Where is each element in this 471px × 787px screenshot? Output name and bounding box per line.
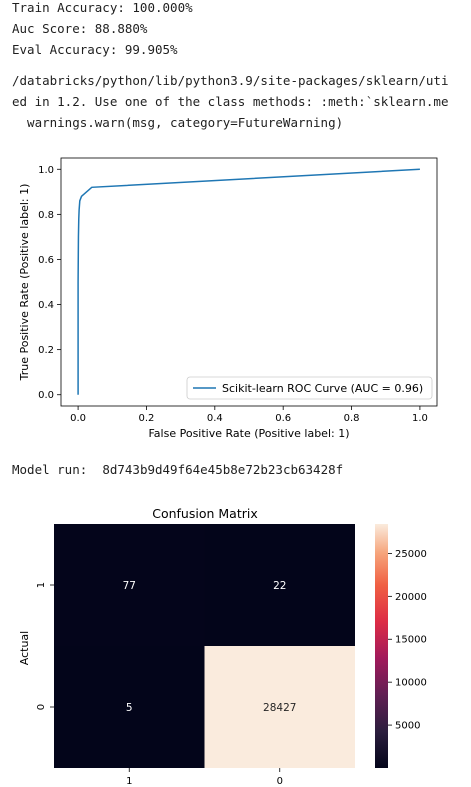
model-run-id[interactable]: 8d743b9d49f64e45b8e72b23cb63428f bbox=[102, 462, 344, 477]
roc-x-tick-label: 0.0 bbox=[70, 413, 86, 424]
roc-y-tick-label: 0.0 bbox=[38, 390, 54, 401]
auc-score-text: Auc Score: 88.880% bbox=[12, 21, 148, 36]
roc-x-tick-label: 0.8 bbox=[344, 413, 360, 424]
roc-y-tick-label: 0.4 bbox=[38, 300, 54, 311]
roc-plot-area bbox=[60, 157, 438, 407]
cm-y-axis-label: Actual bbox=[18, 631, 31, 665]
roc-y-tick-label: 0.6 bbox=[38, 255, 54, 266]
cm-cell-value: 28427 bbox=[263, 702, 296, 714]
roc-curve-chart: 0.0 0.2 0.4 0.6 0.8 1.0 0.0 0.2 0.4 0.6 0.8 1.0 Fa… bbox=[18, 157, 438, 440]
model-run-label: Model run: bbox=[12, 462, 88, 477]
cm-cell-value: 5 bbox=[126, 702, 133, 714]
warning-line-3: warnings.warn(msg, category=FutureWarnin… bbox=[12, 115, 344, 130]
cm-colorbar-tick-label: 25000 bbox=[395, 549, 427, 560]
cm-x-tick-label: 1 bbox=[126, 776, 132, 787]
roc-series-line bbox=[77, 168, 420, 395]
cm-cell bbox=[204, 646, 355, 768]
warning-line-2: ed in 1.2. Use one of the class methods:… bbox=[12, 94, 449, 109]
cm-cell bbox=[54, 646, 205, 768]
cm-colorbar bbox=[375, 524, 388, 768]
roc-x-tick-label: 0.4 bbox=[207, 413, 223, 424]
roc-y-tick-label: 0.8 bbox=[38, 210, 54, 221]
cm-cell-value: 22 bbox=[273, 580, 286, 592]
cm-cell-value: 77 bbox=[123, 580, 136, 592]
roc-x-axis-label: False Positive Rate (Positive label: 1) bbox=[148, 427, 349, 440]
roc-y-axis-label: True Positive Rate (Positive label: 1) bbox=[18, 184, 31, 382]
cm-y-tick-label: 1 bbox=[36, 582, 47, 588]
roc-x-tick-label: 0.6 bbox=[275, 413, 291, 424]
cm-title: Confusion Matrix bbox=[152, 506, 258, 521]
cm-colorbar-tick-label: 5000 bbox=[395, 721, 420, 732]
roc-legend: Scikit-learn ROC Curve (AUC = 0.96) bbox=[186, 376, 433, 400]
eval-accuracy-text: Eval Accuracy: 99.905% bbox=[12, 42, 178, 57]
cm-x-tick-label: 0 bbox=[277, 776, 283, 787]
warning-line-1: /databricks/python/lib/python3.9/site-pa… bbox=[12, 73, 449, 88]
cm-cell bbox=[54, 524, 205, 646]
confusion-matrix-chart: Confusion Matrix 77 22 5 28427 1 0 1 0 Actual 2… bbox=[18, 506, 427, 787]
train-accuracy-text: Train Accuracy: 100.000% bbox=[12, 0, 193, 15]
cm-colorbar-tick-label: 20000 bbox=[395, 592, 427, 603]
cm-cell bbox=[204, 524, 355, 646]
cm-colorbar-tick-label: 15000 bbox=[395, 635, 427, 646]
cm-colorbar-tick-label: 10000 bbox=[395, 678, 427, 689]
roc-x-tick-label: 0.2 bbox=[139, 413, 155, 424]
roc-y-tick-label: 1.0 bbox=[38, 165, 54, 176]
roc-y-tick-label: 0.2 bbox=[38, 345, 54, 356]
cm-y-tick-label: 0 bbox=[36, 704, 47, 710]
roc-x-tick-label: 1.0 bbox=[412, 413, 428, 424]
roc-legend-label: Scikit-learn ROC Curve (AUC = 0.96) bbox=[222, 382, 423, 395]
model-run-text: Model run: 8d743b9d49f64e45b8e72b23cb634… bbox=[12, 462, 343, 477]
